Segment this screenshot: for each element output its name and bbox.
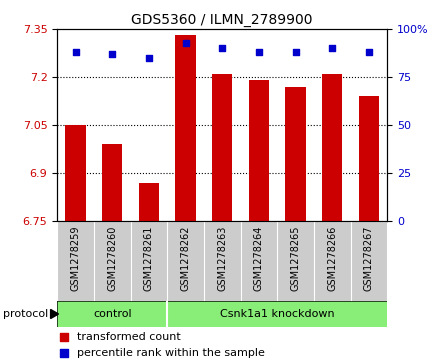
- Point: [255, 49, 262, 55]
- Bar: [241, 221, 277, 301]
- Bar: [286, 87, 306, 221]
- Bar: [176, 36, 196, 221]
- Point: [182, 40, 189, 45]
- Text: GSM1278263: GSM1278263: [217, 225, 227, 291]
- Bar: [131, 221, 167, 301]
- Point: [329, 45, 336, 51]
- Bar: [351, 221, 387, 301]
- Text: GSM1278267: GSM1278267: [364, 225, 374, 291]
- Text: protocol: protocol: [3, 309, 48, 319]
- Bar: [204, 221, 241, 301]
- Text: GSM1278266: GSM1278266: [327, 225, 337, 291]
- Point: [365, 49, 372, 55]
- Point: [145, 55, 152, 61]
- Point: [292, 49, 299, 55]
- Bar: [102, 144, 122, 221]
- Bar: [249, 80, 269, 221]
- Text: GSM1278259: GSM1278259: [70, 225, 81, 291]
- Text: control: control: [93, 309, 132, 319]
- Bar: [212, 74, 232, 221]
- Text: GSM1278260: GSM1278260: [107, 225, 117, 291]
- Bar: [277, 221, 314, 301]
- Text: GSM1278265: GSM1278265: [290, 225, 301, 291]
- Text: GSM1278264: GSM1278264: [254, 225, 264, 291]
- Point: [109, 51, 116, 57]
- Bar: [359, 97, 379, 221]
- Bar: [314, 221, 351, 301]
- Bar: [139, 183, 159, 221]
- Bar: [57, 221, 94, 301]
- Point: [279, 104, 286, 110]
- Text: transformed count: transformed count: [77, 332, 181, 342]
- Point: [219, 45, 226, 51]
- Text: Csnk1a1 knockdown: Csnk1a1 knockdown: [220, 309, 334, 319]
- Bar: [57, 301, 167, 327]
- Point: [72, 49, 79, 55]
- Bar: [66, 125, 86, 221]
- Text: GSM1278262: GSM1278262: [180, 225, 191, 291]
- Text: GSM1278261: GSM1278261: [144, 225, 154, 291]
- Bar: [167, 221, 204, 301]
- Bar: [94, 221, 131, 301]
- Point: [279, 249, 286, 255]
- Bar: [322, 74, 342, 221]
- Title: GDS5360 / ILMN_2789900: GDS5360 / ILMN_2789900: [132, 13, 313, 26]
- Text: percentile rank within the sample: percentile rank within the sample: [77, 348, 265, 358]
- Bar: [167, 301, 387, 327]
